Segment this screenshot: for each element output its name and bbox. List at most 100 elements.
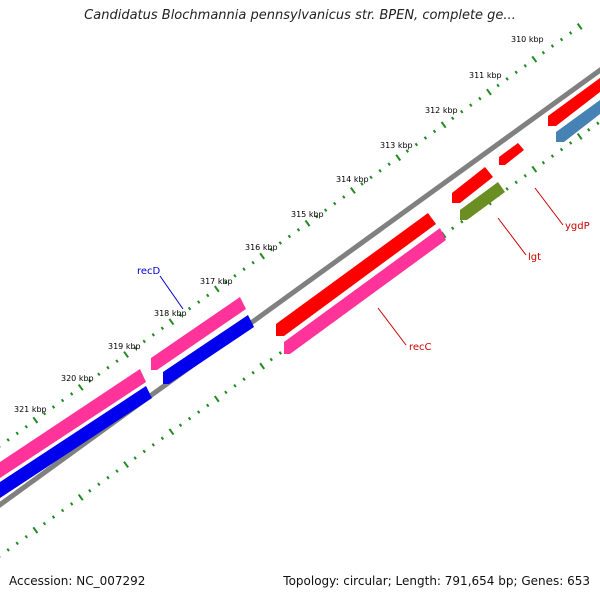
minor-tick [460,219,464,224]
minor-tick [333,201,337,206]
minor-tick [496,83,500,88]
minor-tick [6,548,10,552]
tick-label-319: 319 kbp [108,342,141,351]
major-tick [350,187,356,194]
tick-label-317: 317 kbp [200,277,233,286]
gene-bar-red[interactable] [548,78,600,126]
minor-tick [568,31,573,35]
minor-tick [251,370,255,375]
minor-tick [450,116,455,121]
minor-tick [224,280,228,285]
minor-tick [342,195,346,199]
minor-tick [160,326,165,331]
major-tick [531,55,538,63]
major-tick [77,493,84,501]
major-tick [168,318,175,326]
major-tick [395,154,402,162]
minor-tick [233,273,237,278]
tick-label-312: 312 kbp [425,106,458,115]
gene-bar-pink[interactable] [0,369,146,478]
minor-tick [559,147,564,152]
minor-tick [151,333,155,337]
gene-bar-recD[interactable] [163,315,254,384]
gene-bar-red[interactable] [452,167,493,203]
major-tick [259,252,266,260]
minor-tick [42,411,47,416]
minor-tick [541,50,546,55]
minor-tick [387,162,391,167]
minor-tick [51,405,56,409]
ygdP-leader [534,187,564,226]
minor-tick [478,96,482,101]
minor-tick [323,208,328,212]
genome-summary: Topology: circular; Length: 791,654 bp; … [283,574,590,588]
minor-tick [314,214,319,219]
gene-label-ygdP[interactable]: ygdP [565,221,590,232]
tick-label-310: 310 kbp [511,35,544,44]
tick-label-318: 318 kbp [154,309,187,318]
minor-tick [133,346,137,350]
minor-tick [115,359,119,363]
minor-tick [142,339,146,344]
minor-tick [88,489,92,493]
minor-tick [505,77,509,81]
minor-tick [559,37,564,42]
gene-bar-recC-forward[interactable] [276,213,436,336]
gene-bar-red[interactable] [499,143,524,165]
gene-label-lgt[interactable]: lgt [528,252,541,263]
minor-tick [106,365,110,370]
minor-tick [505,187,509,191]
minor-tick [15,431,19,436]
minor-tick [187,306,192,311]
major-tick [576,22,583,30]
major-tick [168,428,175,436]
minor-tick [423,136,428,140]
minor-tick [450,226,455,231]
minor-tick [106,475,110,480]
tick-label-316: 316 kbp [245,243,278,252]
gene-bar-lgt[interactable] [460,182,505,220]
gene-bar-blue[interactable] [0,386,152,498]
minor-tick [196,300,201,304]
minor-tick [97,372,101,377]
minor-tick [568,141,573,145]
major-tick [440,121,447,129]
minor-tick [523,63,527,68]
minor-tick [469,103,473,107]
minor-tick [523,173,527,178]
minor-tick [151,443,155,447]
minor-tick [178,423,183,427]
major-tick [77,383,84,391]
reverse-genes [0,100,600,498]
minor-tick [587,128,591,132]
gene-bar-steelblue[interactable] [556,100,600,142]
minor-tick [514,180,518,185]
minor-tick [514,70,518,75]
gene-bar-pink[interactable] [151,297,246,370]
minor-tick [405,149,410,153]
accession-label: Accession: NC_007292 [9,574,146,588]
minor-tick [550,44,555,48]
gene-bar-recC[interactable] [284,228,446,354]
gene-label-recC[interactable]: recC [409,342,432,353]
minor-tick [178,313,183,317]
gene-label-recD[interactable]: recD [137,266,161,277]
minor-tick [60,398,65,403]
minor-tick [6,438,10,442]
gene-labels: recD recC lgt ygdP [137,187,590,353]
recC-leader [377,307,407,346]
genome-backbone [0,67,600,508]
minor-tick [69,502,74,506]
minor-tick [432,129,437,134]
major-tick [304,219,311,227]
minor-tick [206,403,210,408]
major-tick [32,416,39,424]
lgt-leader [497,217,527,256]
minor-tick [60,508,65,513]
major-tick [213,285,220,293]
major-tick [32,526,39,534]
major-tick [576,132,583,140]
minor-tick [269,247,273,252]
tick-label-315: 315 kbp [291,210,324,219]
